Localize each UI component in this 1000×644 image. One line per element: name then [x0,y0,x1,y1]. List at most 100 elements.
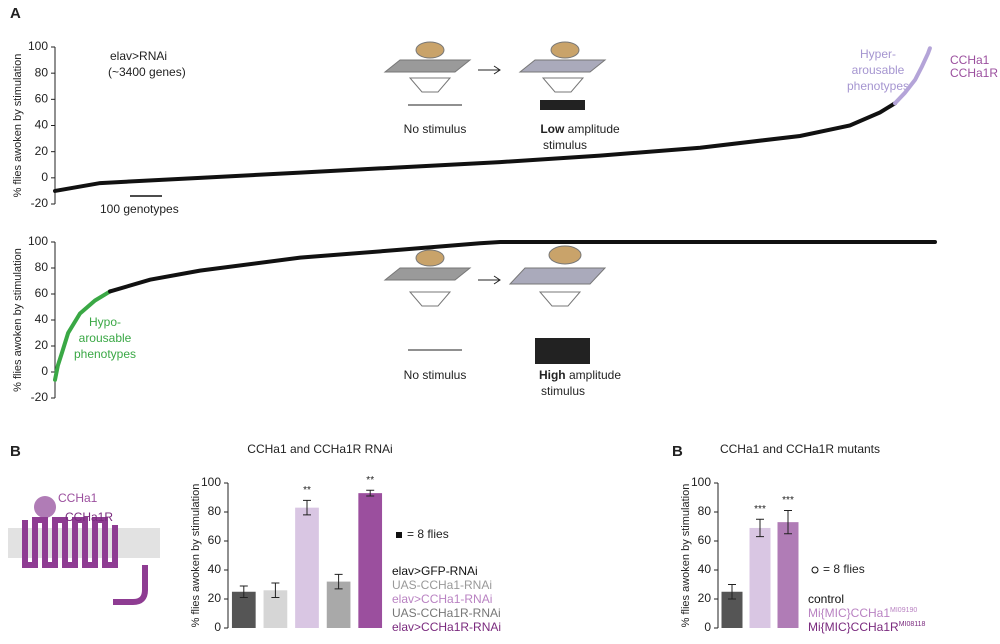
error-bar [271,582,280,599]
y-tick-label: 20 [698,591,712,605]
label: Hypo- [89,315,121,329]
category: elav>CCHa1-RNAi [392,592,492,606]
y-tick-label: -20 [31,390,49,404]
category: Mi{MIC}CCHa1 [808,606,890,620]
label: No stimulus [404,122,467,136]
y-tick-label: 100 [28,39,48,53]
y-tick-label: 80 [208,504,222,518]
arrow [478,275,501,285]
note: elav>RNAi [110,49,167,63]
panel-letter: B [672,443,683,460]
y-tick-label: 100 [28,234,48,248]
hyper: Hyper- arousable phenotypes [847,47,909,93]
category: elav>GFP-RNAi [392,564,478,578]
label: stimulus [541,384,585,398]
label: Low amplitude [540,122,620,136]
error-bar [334,573,343,590]
label: amplitude [568,122,620,136]
y-axis-label: % flies awoken by stimulation [190,484,202,628]
category: control [808,592,844,606]
panel-letter: B [10,443,21,460]
legend-label: elav>CCHa1-RNAi [392,592,492,606]
y-tick-label: 20 [35,144,49,158]
y-tick-label: 80 [698,504,712,518]
y-tick-label: 100 [201,475,221,489]
bar [777,522,799,628]
legend-marker [811,566,819,574]
label: Hyper- [860,47,896,61]
y-tick-label: 20 [35,338,49,352]
superscript: MI09190 [890,607,917,614]
category: elav>CCHa1R-RNAi [392,620,501,634]
y-tick-label: 0 [41,170,48,184]
bar [263,590,288,628]
bar [721,591,743,628]
bar [749,527,771,628]
significance: *** [754,504,766,515]
y-tick-label: 0 [41,364,48,378]
category: Mi{MIC}CCHa1R [808,620,899,634]
significance: ** [303,485,311,496]
panel-letter: A [10,5,21,22]
label: phenotypes [847,79,909,93]
label: CCHa1R [65,510,113,524]
gene-label: CCHa1 [950,53,990,67]
y-tick-label: 60 [35,286,49,300]
arrow [478,65,501,75]
legend-label: UAS-CCHa1R-RNAi [392,606,501,620]
error-bar [756,518,764,538]
category: UAS-CCHa1R-RNAi [392,606,501,620]
y-tick-label: 0 [214,620,221,634]
line [108,240,937,294]
label: CCHa1 [58,491,98,505]
y-tick-label: 60 [208,533,222,547]
y-axis-label: % flies awoken by stimulation [12,54,24,198]
y-tick-label: 100 [691,475,711,489]
chart-title: CCHa1 and CCHa1R mutants [720,442,880,456]
label: stimulus [543,138,587,152]
legend-label: Mi{MIC}CCHa1RMI08118 [808,620,926,634]
legend-label: control [808,592,844,606]
label: arousable [79,331,132,345]
label: phenotypes [74,347,136,361]
error-bar [728,584,736,600]
y-tick-label: 40 [35,312,49,326]
legend-text: = 8 flies [407,527,449,541]
note: (~3400 genes) [108,65,186,79]
y-axis-label: % flies awoken by stimulation [12,248,24,392]
category: UAS-CCHa1-RNAi [392,578,492,592]
label-bold: Low [540,122,565,136]
significance: *** [782,495,794,506]
bar [326,581,351,628]
y-tick-label: 80 [35,65,49,79]
superscript: MI08118 [899,621,926,628]
y-tick-label: 20 [208,591,222,605]
bar [358,493,383,628]
legend-label: elav>GFP-RNAi [392,564,478,578]
y-tick-label: 60 [698,533,712,547]
y-tick-label: 40 [35,118,49,132]
gene-label: CCHa1R [950,66,998,80]
legend-label: elav>CCHa1R-RNAi [392,620,501,634]
y-axis-label: % flies awoken by stimulation [680,484,692,628]
error-bar [239,585,248,599]
label: No stimulus [404,368,467,382]
legend-marker [396,532,402,538]
error-bar [784,510,792,535]
y-tick-label: 40 [698,562,712,576]
apparatus [383,41,607,364]
line [53,289,113,382]
line [53,101,897,193]
error-bar [303,499,311,516]
scale-label: 100 genotypes [100,202,179,216]
label: amplitude [569,368,621,382]
legend-text: = 8 flies [823,562,865,576]
label-bold: High [539,368,566,382]
bar [231,591,256,628]
line [893,46,932,106]
bar [295,507,319,628]
legend-label: Mi{MIC}CCHa1MI09190 [808,606,917,620]
label: arousable [852,63,905,77]
error-bar [366,489,375,497]
